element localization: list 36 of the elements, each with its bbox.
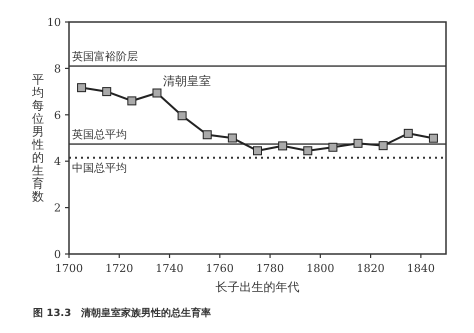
x-tick-label: 1700	[55, 262, 83, 275]
point	[278, 141, 288, 150]
y-tick-label: 4	[54, 155, 61, 168]
point	[404, 128, 413, 138]
point	[152, 88, 162, 98]
point	[328, 142, 338, 152]
annotation: 清朝皇室	[162, 74, 211, 88]
point	[202, 130, 212, 140]
x-tick-label: 1820	[356, 262, 385, 275]
point	[354, 138, 363, 148]
point	[303, 146, 312, 156]
y-tick-label: 10	[47, 16, 61, 29]
caption: 图 13.3 清朝皇室家族男性的总生育率	[33, 307, 212, 319]
x-axis-title: 长子出生的年代	[216, 280, 300, 294]
x-tick-label: 1760	[206, 262, 234, 275]
y-tick-label: 6	[54, 108, 61, 122]
ref-line-label: 中国总平均	[72, 162, 127, 175]
x-tick-label: 1740	[156, 262, 184, 275]
point	[77, 83, 86, 92]
x-tick-label: 1840	[406, 262, 435, 275]
y-tick-label: 2	[54, 202, 61, 215]
x-tick-label: 1800	[306, 262, 334, 275]
text: 平均每位男性的生育数	[32, 72, 44, 204]
x-tick-label: 1720	[105, 262, 134, 275]
point	[102, 87, 112, 96]
point	[428, 134, 438, 143]
point	[178, 111, 187, 120]
y-tick-label: 8	[54, 62, 61, 76]
ref-line-label: 英国总平均	[72, 128, 127, 142]
ref-line-label: 英国富裕阶层	[72, 50, 138, 64]
point	[228, 134, 237, 142]
y-tick-label: 0	[54, 248, 61, 261]
x-tick-label: 1780	[256, 262, 284, 275]
point	[253, 146, 262, 156]
point	[127, 96, 136, 106]
point	[378, 141, 388, 150]
